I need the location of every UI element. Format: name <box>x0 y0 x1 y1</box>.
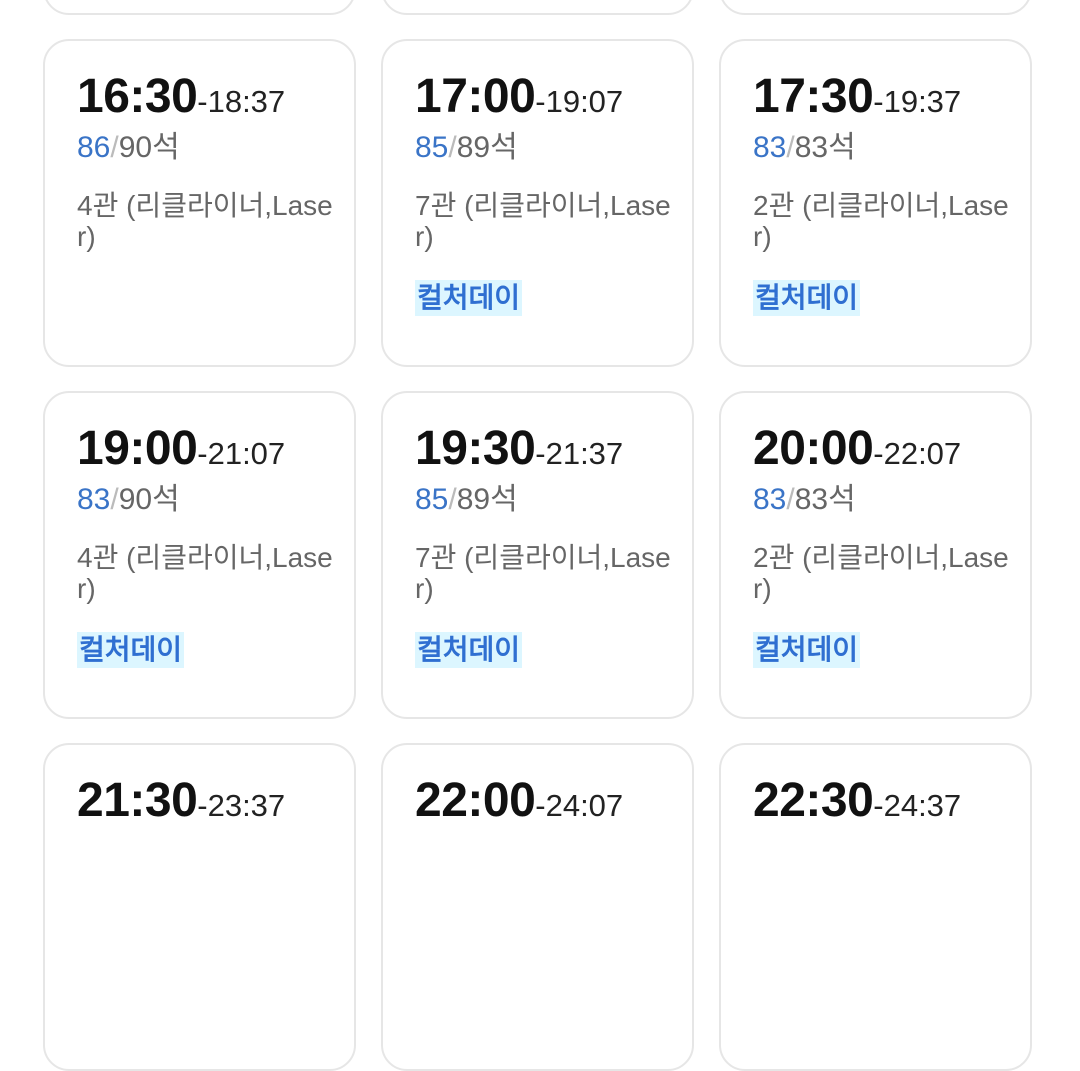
end-time: -19:07 <box>535 84 624 119</box>
showtime-card[interactable]: 22:00-24:07 / <box>381 743 694 1071</box>
showtime-card[interactable]: 19:30-21:37 85/89석 7관 (리클라이너,Laser) 컬처데이 <box>381 391 694 719</box>
showtime-time: 19:00-21:07 <box>77 421 354 488</box>
end-time: -22:07 <box>873 436 962 471</box>
end-time: -24:37 <box>873 788 962 823</box>
showtime-card[interactable]: 21:30-23:37 / <box>43 743 356 1071</box>
hall-info: 7관 (리클라이너,Laser) <box>415 190 671 252</box>
hall-info: 4관 (리클라이너,Laser) <box>77 542 333 604</box>
available-seats: 85 <box>415 483 449 516</box>
hall-info: 7관 (리클라이너,Laser) <box>415 542 671 604</box>
available-seats: 83 <box>77 483 111 516</box>
seat-separator: / <box>786 483 795 516</box>
start-time: 17:30 <box>753 70 874 123</box>
showtime-card[interactable]: 22:30-24:37 / <box>719 743 1032 1071</box>
available-seats: 83 <box>753 483 787 516</box>
start-time: 16:30 <box>77 70 198 123</box>
showtime-card[interactable]: 20:00-22:07 83/83석 2관 (리클라이너,Laser) 컬처데이 <box>719 391 1032 719</box>
start-time: 22:00 <box>415 774 536 827</box>
end-time: -18:37 <box>197 84 286 119</box>
end-time: -21:07 <box>197 436 286 471</box>
showtime-card[interactable]: / <box>381 0 694 15</box>
showtime-time: 22:30-24:37 <box>753 773 1030 840</box>
seat-separator: / <box>786 131 795 164</box>
seat-count: 83/90석 <box>77 480 354 520</box>
available-seats: 85 <box>415 131 449 164</box>
seat-separator: / <box>448 483 457 516</box>
showtime-card[interactable]: 17:00-19:07 85/89석 7관 (리클라이너,Laser) 컬처데이 <box>381 39 694 367</box>
seat-count: 85/89석 <box>415 128 692 168</box>
end-time: -24:07 <box>535 788 624 823</box>
seat-count: 83/83석 <box>753 480 1030 520</box>
showtime-time: 21:30-23:37 <box>77 773 354 840</box>
showtime-time: 17:00-19:07 <box>415 69 692 136</box>
seat-count: 85/89석 <box>415 480 692 520</box>
total-seats: 90석 <box>118 483 180 516</box>
showtime-grid: / / / 16:30-18:37 86/90석 4관 (리클라이너,Laser… <box>43 0 1032 1071</box>
start-time: 20:00 <box>753 422 874 475</box>
showtime-time: 16:30-18:37 <box>77 69 354 136</box>
hall-info: 2관 (리클라이너,Laser) <box>753 542 1009 604</box>
showtime-card[interactable]: / <box>719 0 1032 15</box>
seat-separator: / <box>448 131 457 164</box>
culture-day-badge: 컬처데이 <box>415 280 523 316</box>
start-time: 19:30 <box>415 422 536 475</box>
culture-day-badge: 컬처데이 <box>753 632 861 668</box>
showtime-card[interactable]: / <box>43 0 356 15</box>
culture-day-badge: 컬처데이 <box>753 280 861 316</box>
total-seats: 90석 <box>118 131 180 164</box>
end-time: -19:37 <box>873 84 962 119</box>
showtime-time: 22:00-24:07 <box>415 773 692 840</box>
start-time: 21:30 <box>77 774 198 827</box>
end-time: -21:37 <box>535 436 624 471</box>
end-time: -23:37 <box>197 788 286 823</box>
seat-separator: / <box>110 483 119 516</box>
showtime-time: 19:30-21:37 <box>415 421 692 488</box>
seat-count: 86/90석 <box>77 128 354 168</box>
total-seats: 89석 <box>456 131 518 164</box>
start-time: 19:00 <box>77 422 198 475</box>
culture-day-badge: 컬처데이 <box>415 632 523 668</box>
total-seats: 83석 <box>794 131 856 164</box>
seat-count: 83/83석 <box>753 128 1030 168</box>
total-seats: 83석 <box>794 483 856 516</box>
culture-day-badge: 컬처데이 <box>77 632 185 668</box>
total-seats: 89석 <box>456 483 518 516</box>
available-seats: 86 <box>77 131 111 164</box>
showtime-card[interactable]: 19:00-21:07 83/90석 4관 (리클라이너,Laser) 컬처데이 <box>43 391 356 719</box>
start-time: 17:00 <box>415 70 536 123</box>
seat-separator: / <box>110 131 119 164</box>
showtime-card[interactable]: 16:30-18:37 86/90석 4관 (리클라이너,Laser) <box>43 39 356 367</box>
available-seats: 83 <box>753 131 787 164</box>
showtime-time: 20:00-22:07 <box>753 421 1030 488</box>
hall-info: 4관 (리클라이너,Laser) <box>77 190 333 252</box>
hall-info: 2관 (리클라이너,Laser) <box>753 190 1009 252</box>
showtime-card[interactable]: 17:30-19:37 83/83석 2관 (리클라이너,Laser) 컬처데이 <box>719 39 1032 367</box>
start-time: 22:30 <box>753 774 874 827</box>
showtime-time: 17:30-19:37 <box>753 69 1030 136</box>
